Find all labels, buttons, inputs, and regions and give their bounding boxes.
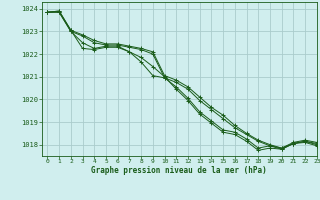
X-axis label: Graphe pression niveau de la mer (hPa): Graphe pression niveau de la mer (hPa) <box>91 166 267 175</box>
